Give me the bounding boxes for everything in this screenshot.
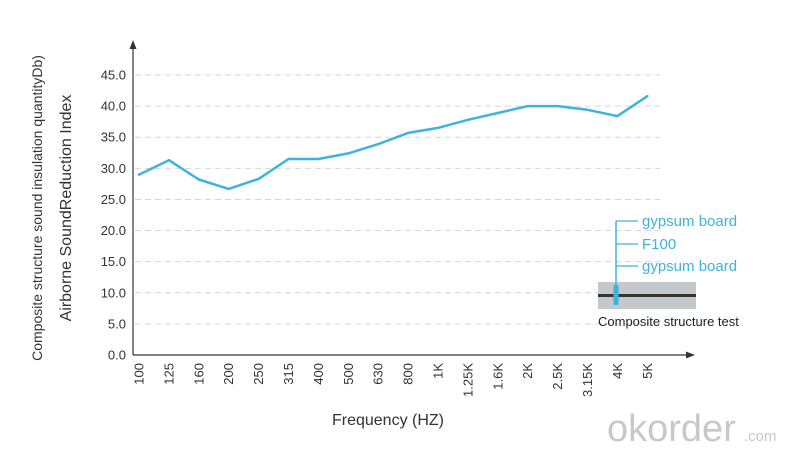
y-tick-label: 0.0: [108, 348, 126, 363]
y-tick-label: 5.0: [108, 316, 126, 331]
x-tick-label: 5K: [640, 363, 655, 379]
x-tick-label: 2K: [520, 363, 535, 379]
legend-layer-gypsum-top: gypsum board: [642, 213, 737, 230]
y-tick-label: 25.0: [101, 192, 126, 207]
x-tick-label: 250: [251, 363, 266, 385]
data-point: [436, 126, 440, 130]
y-tick-label: 40.0: [101, 99, 126, 114]
data-point: [616, 114, 619, 118]
data-point: [646, 95, 649, 98]
data-point: [317, 157, 320, 161]
data-point: [556, 104, 559, 108]
series-line-0: [137, 94, 649, 191]
y-tick-label: 10.0: [101, 285, 126, 300]
legend-layer-f100: F100: [642, 236, 676, 253]
x-tick-label: 630: [371, 363, 386, 385]
data-point: [526, 104, 529, 108]
data-point: [197, 178, 200, 181]
x-tick-label: 1.6K: [490, 363, 505, 390]
legend-caption: Composite structure test: [598, 314, 739, 329]
x-tick-label: 3.15K: [580, 363, 595, 397]
y-tick-label: 45.0: [101, 68, 126, 83]
x-tick-label: 400: [311, 363, 326, 385]
watermark-logo-text: okorder: [607, 408, 736, 450]
x-tick-label: 125: [161, 363, 176, 385]
legend-layer-gypsum-bottom: gypsum board: [642, 258, 737, 275]
series-layer: [137, 94, 649, 191]
watermark-logo-suffix: .com: [744, 428, 777, 445]
data-point: [227, 187, 230, 191]
data-point: [406, 131, 410, 135]
y-tick-label: 30.0: [101, 161, 126, 176]
x-tick-label: 100: [132, 363, 147, 385]
x-tick-label: 500: [341, 363, 356, 385]
y-axis-arrow: [129, 40, 137, 49]
x-tick-label: 4K: [610, 363, 625, 379]
data-point: [167, 159, 171, 162]
y-axis-title: Airborne SoundReduction Index: [58, 95, 75, 322]
data-point: [257, 177, 260, 181]
x-tick-label: 1K: [431, 363, 446, 379]
okorder-watermark: okorder .com: [607, 408, 777, 450]
data-point: [496, 111, 499, 115]
data-point: [586, 108, 589, 112]
y-tick-labels: 0.0 5.0 10.0 15.0 20.0 25.0 30.0 35.0 40.0 45.0: [101, 68, 126, 363]
x-axis-arrow: [686, 351, 695, 359]
y-tick-label: 35.0: [101, 130, 126, 145]
x-tick-label: 160: [191, 363, 206, 385]
x-tick-label: 2.5K: [550, 363, 565, 390]
x-tick-label: 800: [401, 363, 416, 385]
y-tick-label: 20.0: [101, 223, 126, 238]
data-point: [377, 142, 380, 146]
gridlines: [135, 74, 660, 325]
structure-legend: gypsum board F100 gypsum board Composite…: [598, 213, 739, 329]
legend-leader-marker: [613, 285, 619, 305]
x-tick-label: 1.25K: [460, 363, 475, 397]
x-axis-title: Frequency (HZ): [332, 412, 444, 429]
x-tick-label: 200: [221, 363, 236, 385]
data-point: [287, 157, 290, 161]
y-axis-title-secondary: Composite structure sound insulation qua…: [29, 55, 45, 361]
axes: [129, 40, 695, 359]
data-point: [347, 152, 350, 155]
data-point: [466, 118, 470, 122]
x-tick-labels: 100 125 160 200 250 315 400 500 630 800 1K 1.25K 1.6…: [132, 363, 655, 397]
x-tick-label: 315: [281, 363, 296, 385]
y-tick-label: 15.0: [101, 254, 126, 269]
data-point: [137, 173, 141, 176]
